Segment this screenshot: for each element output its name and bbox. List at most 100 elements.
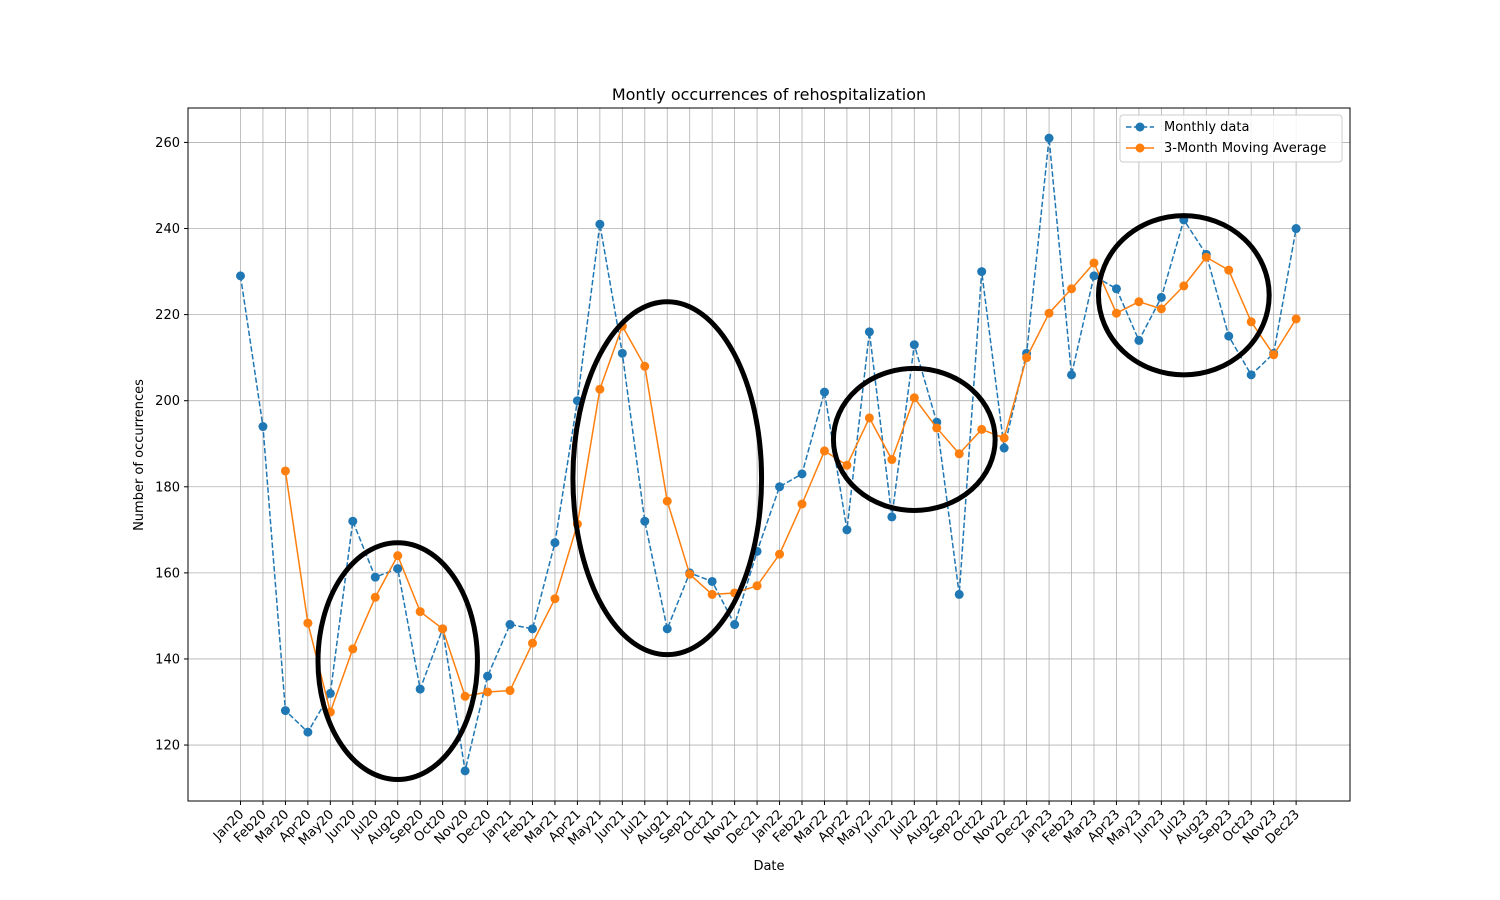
legend: Monthly data 3-Month Moving Average	[1119, 114, 1343, 163]
data-point-moving-average	[775, 549, 785, 559]
chart-title: Montly occurrences of rehospitalization	[612, 85, 926, 104]
data-point-monthly	[527, 624, 537, 634]
data-point-moving-average	[460, 691, 470, 701]
data-point-monthly	[1224, 331, 1234, 341]
annotation-ellipse	[1095, 213, 1272, 378]
data-point-moving-average	[1291, 314, 1301, 324]
data-point-moving-average	[662, 496, 672, 506]
y-tick-label: 260	[155, 136, 180, 151]
data-point-monthly	[280, 706, 290, 716]
grid	[188, 108, 1350, 801]
data-point-moving-average	[393, 551, 403, 561]
x-axis-label: Date	[753, 859, 784, 874]
data-point-moving-average	[1067, 284, 1077, 294]
y-axis: 120 140 160 180 200 220 240 260	[155, 136, 188, 754]
data-point-monthly	[303, 727, 313, 737]
data-point-monthly	[348, 516, 358, 526]
data-point-moving-average	[1269, 350, 1279, 360]
data-point-monthly	[1044, 133, 1054, 143]
data-point-moving-average	[932, 423, 942, 433]
legend-label-monthly: Monthly data	[1164, 120, 1249, 135]
data-point-moving-average	[640, 361, 650, 371]
legend-marker-monthly	[1135, 122, 1145, 132]
data-point-monthly	[258, 422, 268, 432]
data-point-moving-average	[1022, 353, 1032, 363]
series-line-monthly	[239, 137, 1297, 772]
data-point-moving-average	[977, 424, 987, 434]
data-point-moving-average	[707, 589, 717, 599]
data-point-moving-average	[415, 607, 425, 617]
data-point-moving-average	[483, 687, 493, 697]
data-point-moving-average	[550, 594, 560, 604]
data-point-moving-average	[280, 466, 290, 476]
y-tick-label: 140	[155, 652, 180, 667]
data-point-moving-average	[954, 449, 964, 459]
data-point-monthly	[662, 624, 672, 634]
data-point-moving-average	[1224, 265, 1234, 275]
y-tick-label: 240	[155, 222, 180, 237]
data-point-moving-average	[819, 446, 829, 456]
data-point-moving-average	[752, 581, 762, 591]
data-point-moving-average	[999, 433, 1009, 443]
annotation-ellipse	[830, 365, 998, 513]
data-point-moving-average	[1246, 317, 1256, 327]
legend-marker-moving-average	[1135, 143, 1145, 153]
data-point-monthly	[1067, 370, 1077, 380]
data-point-monthly	[707, 576, 717, 586]
y-tick-label: 220	[155, 308, 180, 323]
data-point-monthly	[1246, 370, 1256, 380]
data-point-moving-average	[527, 638, 537, 648]
data-point-monthly	[1111, 284, 1121, 294]
data-point-moving-average	[1044, 308, 1054, 318]
y-axis-label: Number of occurrences	[132, 379, 147, 531]
data-point-moving-average	[1134, 297, 1144, 307]
data-point-monthly	[483, 671, 493, 681]
data-point-monthly	[325, 688, 335, 698]
legend-box	[1119, 114, 1343, 163]
data-point-monthly	[909, 340, 919, 350]
data-point-moving-average	[797, 499, 807, 509]
data-point-monthly	[1089, 271, 1099, 281]
data-point-moving-average	[438, 624, 448, 634]
annotation-ellipse	[570, 299, 765, 658]
legend-label-moving-average: 3-Month Moving Average	[1164, 141, 1326, 156]
data-point-monthly	[393, 564, 403, 574]
y-tick-label: 180	[155, 480, 180, 495]
data-point-monthly	[460, 766, 470, 776]
data-point-monthly	[775, 482, 785, 492]
data-point-monthly	[415, 684, 425, 694]
data-point-moving-average	[505, 686, 515, 696]
data-point-monthly	[595, 219, 605, 229]
data-point-moving-average	[842, 460, 852, 470]
annotation-layer	[315, 213, 1272, 782]
data-point-moving-average	[1089, 258, 1099, 268]
data-point-moving-average	[864, 413, 874, 423]
data-point-monthly	[730, 620, 740, 630]
data-point-moving-average	[909, 393, 919, 403]
data-point-monthly	[640, 516, 650, 526]
data-point-monthly	[370, 572, 380, 582]
data-point-moving-average	[595, 384, 605, 394]
data-point-monthly	[505, 620, 515, 630]
data-point-moving-average	[1201, 252, 1211, 262]
data-point-moving-average	[685, 569, 695, 579]
series-line-moving-average	[284, 256, 1297, 713]
data-point-monthly	[977, 267, 987, 277]
data-point-monthly	[1291, 224, 1301, 234]
data-point-monthly	[1156, 292, 1166, 302]
data-point-monthly	[842, 525, 852, 535]
data-point-moving-average	[1156, 304, 1166, 314]
plot-frame	[187, 107, 1351, 802]
data-point-monthly	[797, 469, 807, 479]
data-point-monthly	[954, 589, 964, 599]
y-tick-label: 120	[155, 739, 180, 754]
data-point-monthly	[550, 538, 560, 548]
data-point-moving-average	[370, 592, 380, 602]
data-point-moving-average	[348, 644, 358, 654]
data-point-monthly	[819, 387, 829, 397]
annotation-ellipse	[315, 540, 480, 782]
data-point-monthly	[887, 512, 897, 522]
data-point-monthly	[1134, 335, 1144, 345]
data-point-moving-average	[1111, 308, 1121, 318]
